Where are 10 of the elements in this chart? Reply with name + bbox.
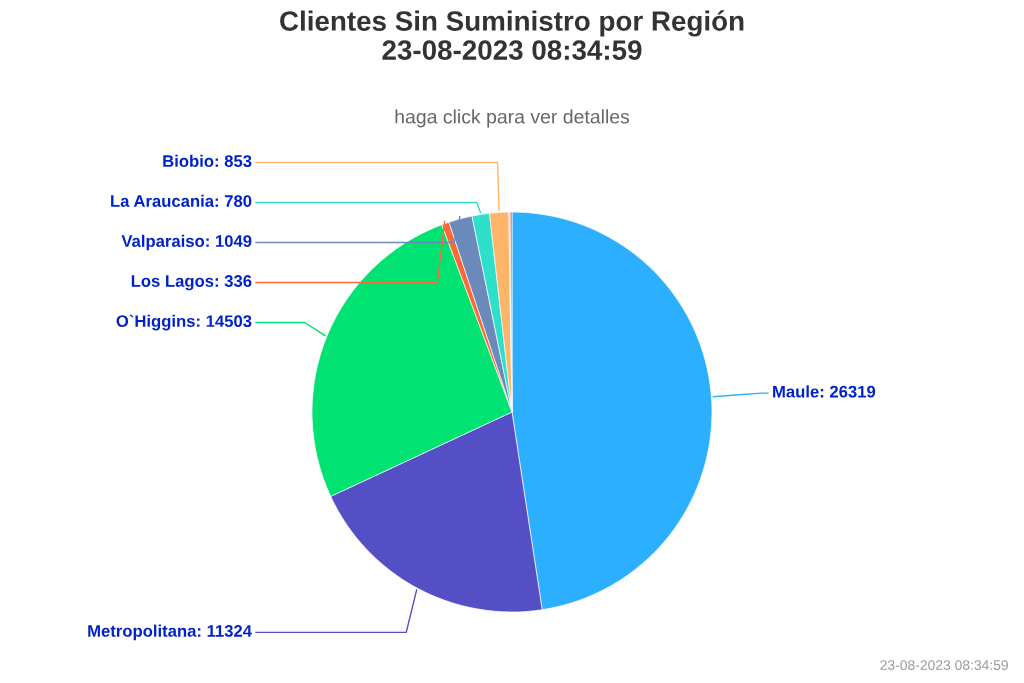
- slice-label: Los Lagos: 336: [131, 275, 252, 291]
- text: 23-08-2023 08:34:59: [880, 660, 1008, 671]
- chart-title: Clientes Sin Suministro por Región 23-08-2023 08:34:59: [280, 10, 744, 60]
- slice-label: Maule: 26319: [773, 385, 876, 398]
- slice-label: Metropolitana: 11324: [88, 624, 252, 641]
- slice-label: Biobio: 853: [163, 154, 252, 168]
- slice-label: Valparaiso: 1049: [121, 234, 252, 251]
- chart-subtitle: haga click para ver detalles: [395, 109, 630, 128]
- slice-label: La Araucania: 780: [111, 194, 252, 207]
- slice-label: O`Higgins: 14503: [116, 314, 252, 331]
